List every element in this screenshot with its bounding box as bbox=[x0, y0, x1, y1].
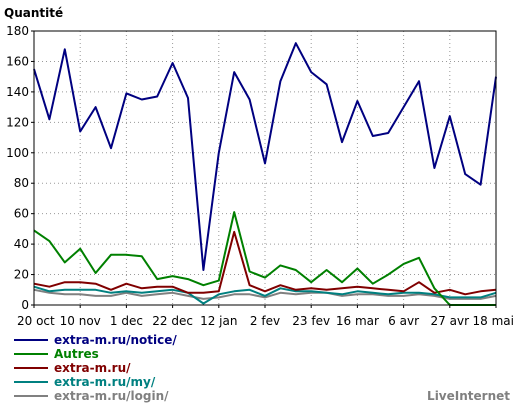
y-tick-label: 100 bbox=[6, 146, 29, 160]
series-line-extra-m-ru-my bbox=[33, 285, 497, 305]
watermark-logo: LiveInternet bbox=[427, 389, 510, 403]
x-ticks: 20 oct 10 nov 1 dec 22 dec 12 jan 2 fev 23 fev… bbox=[17, 305, 514, 328]
legend-label: extra-m.ru/my/ bbox=[54, 375, 156, 389]
x-tick-label: 23 fev bbox=[292, 314, 330, 328]
x-tick-label: 27 avr bbox=[431, 314, 470, 328]
series-line-extra-m-ru-login bbox=[33, 288, 497, 300]
y-tick-label: 120 bbox=[6, 115, 29, 129]
legend: extra-m.ru/notice/Autresextra-m.ru/extra… bbox=[14, 333, 177, 403]
y-tick-label: 20 bbox=[14, 268, 29, 282]
series-line-autres bbox=[33, 211, 496, 306]
y-axis-title: Quantité bbox=[4, 6, 63, 20]
legend-label: extra-m.ru/login/ bbox=[54, 389, 169, 403]
y-tick-label: 60 bbox=[14, 207, 29, 221]
x-tick-label: 20 oct bbox=[17, 314, 55, 328]
x-tick-label: 10 nov bbox=[60, 314, 101, 328]
y-tick-label: 180 bbox=[6, 24, 29, 38]
x-tick-label: 16 mar bbox=[336, 314, 379, 328]
legend-label: Autres bbox=[54, 347, 99, 361]
x-tick-label: 6 avr bbox=[388, 314, 419, 328]
x-tick-label: 1 dec bbox=[110, 314, 143, 328]
y-tick-label: 0 bbox=[21, 298, 29, 312]
x-tick-label: 18 mai bbox=[473, 314, 514, 328]
y-tick-label: 80 bbox=[14, 176, 29, 190]
y-tick-label: 140 bbox=[6, 85, 29, 99]
series-line-extra-m-ru bbox=[33, 230, 497, 296]
legend-label: extra-m.ru/notice/ bbox=[54, 333, 177, 347]
y-ticks: 0 20 40 60 80 100 120 140 160 180 bbox=[6, 24, 34, 312]
y-tick-label: 160 bbox=[6, 54, 29, 68]
x-tick-label: 22 dec bbox=[152, 314, 193, 328]
series-layer bbox=[33, 42, 497, 306]
series-line-extra-m-ru-notice bbox=[33, 42, 497, 271]
y-tick-label: 40 bbox=[14, 237, 29, 251]
x-tick-label: 2 fev bbox=[250, 314, 280, 328]
legend-label: extra-m.ru/ bbox=[54, 361, 131, 375]
x-tick-label: 12 jan bbox=[200, 314, 237, 328]
grid bbox=[34, 31, 496, 305]
